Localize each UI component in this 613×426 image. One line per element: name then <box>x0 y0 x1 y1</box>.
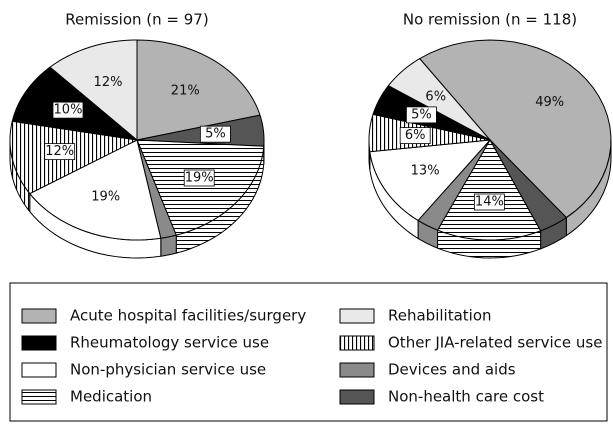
legend-label: Non-physician service use <box>70 361 266 379</box>
label-bg <box>52 101 84 119</box>
legend-label: Non-health care cost <box>388 388 544 406</box>
legend-label: Rehabilitation <box>388 307 492 325</box>
label-bg <box>473 193 505 211</box>
data-label: 49% <box>535 95 564 110</box>
legend-label: Medication <box>70 388 152 406</box>
legend-swatch <box>339 362 375 378</box>
label-bg <box>199 125 231 143</box>
slice <box>369 139 492 222</box>
data-label: 10% <box>54 103 83 118</box>
legend-swatch <box>339 389 375 405</box>
legend-swatch <box>21 335 57 351</box>
slice <box>417 139 491 231</box>
legend-label: Acute hospital facilities/surgery <box>70 307 306 325</box>
chart-title: Remission (n = 97) <box>65 11 208 29</box>
chart-title: No remission (n = 118) <box>403 11 577 29</box>
data-label: 5% <box>411 107 432 122</box>
data-label: 21% <box>171 84 200 99</box>
slice <box>136 139 177 239</box>
legend-label: Rheumatology service use <box>70 334 269 352</box>
data-label: 13% <box>411 164 440 179</box>
legend-swatch <box>21 308 57 324</box>
slice <box>136 139 265 236</box>
data-label: 19% <box>91 189 120 204</box>
data-label: 12% <box>94 75 123 90</box>
data-label: 12% <box>45 144 74 159</box>
label-bg <box>399 127 431 144</box>
slice <box>28 139 162 241</box>
slice <box>489 139 568 232</box>
slice <box>436 138 542 241</box>
data-label: 5% <box>205 127 226 142</box>
slice <box>387 57 491 141</box>
data-label: 14% <box>475 194 504 209</box>
label-bg <box>44 143 76 161</box>
legend-swatch <box>21 389 57 405</box>
data-label: 19% <box>185 171 214 186</box>
legend-label: Devices and aids <box>388 361 516 379</box>
legend-swatch <box>339 308 375 324</box>
slice <box>49 39 138 142</box>
data-label: 6% <box>405 128 426 143</box>
label-bg <box>406 106 437 124</box>
slice <box>136 39 261 141</box>
label-bg <box>183 169 215 187</box>
slice <box>418 39 612 219</box>
legend-box <box>9 282 608 422</box>
legend-swatch <box>21 362 57 378</box>
data-label: 6% <box>425 90 446 105</box>
legend-label: Other JIA-related service use <box>388 334 602 352</box>
legend-swatch <box>339 335 375 351</box>
